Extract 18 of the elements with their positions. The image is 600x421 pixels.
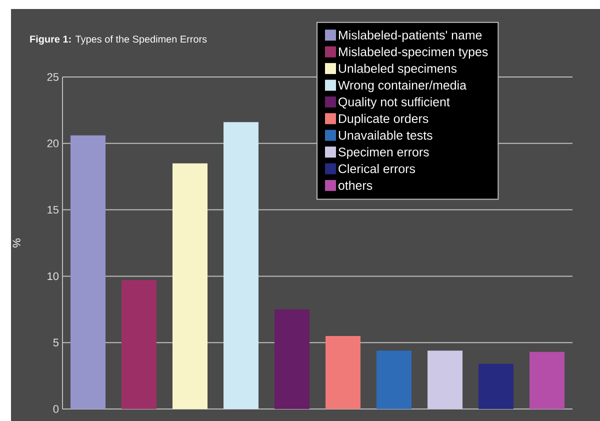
y-axis-title: % [12,238,20,248]
y-tick-label: 5 [53,338,59,346]
legend-label: Mislabeled-patients' name [339,30,482,42]
legend-label: Mislabeled-specimen types [339,47,488,59]
legend-label: Quality not sufficient [338,97,450,109]
y-tick-label: 15 [48,206,59,214]
chart-title: Figure 1: Types of the Spedimen Errors [30,35,207,45]
legend-label: Unlabeled specimens [338,64,457,76]
y-tick-label: 10 [48,272,59,280]
y-tick-label: 0 [53,405,59,413]
legend-label: Clerical errors [338,164,416,174]
legend-label: Unavailable tests [338,130,432,140]
legend-label: Wrong container/media [338,80,466,92]
y-tick-label: 25 [47,73,59,81]
y-tick-label: 20 [47,140,59,148]
legend-label: Specimen errors [338,147,429,159]
legend-label: others [338,180,372,190]
legend-label: Duplicate orders [339,114,428,126]
